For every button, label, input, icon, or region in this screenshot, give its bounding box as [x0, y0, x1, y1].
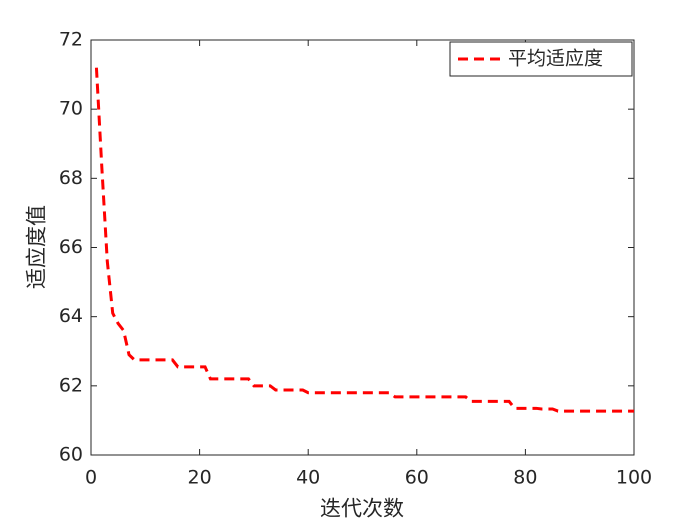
y-tick-label: 68: [59, 167, 83, 189]
y-tick-label: 70: [59, 98, 83, 120]
y-axis-label: 适应度值: [25, 205, 49, 289]
x-tick-label: 80: [513, 467, 537, 489]
x-tick-label: 0: [85, 467, 97, 489]
legend-label: 平均适应度: [508, 48, 603, 70]
y-tick-label: 62: [59, 374, 83, 396]
axes-box: [90, 39, 635, 456]
y-tick-label: 66: [59, 236, 83, 258]
x-axis-label: 迭代次数: [320, 497, 404, 521]
x-tick-label: 20: [188, 467, 212, 489]
y-tick-label: 72: [59, 29, 83, 51]
x-tick-label: 60: [405, 467, 429, 489]
x-tick-label: 40: [296, 467, 320, 489]
y-tick-label: 60: [59, 444, 83, 466]
data-line: [94, 67, 634, 413]
y-tick-label: 64: [59, 305, 83, 327]
x-tick-label: 100: [616, 467, 652, 489]
